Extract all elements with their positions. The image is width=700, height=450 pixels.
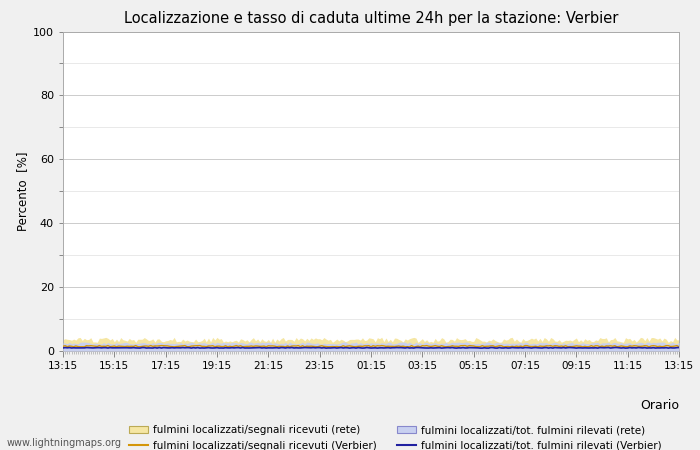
Y-axis label: Percento  [%]: Percento [%] (16, 152, 29, 231)
Title: Localizzazione e tasso di caduta ultime 24h per la stazione: Verbier: Localizzazione e tasso di caduta ultime … (124, 11, 618, 26)
Legend: fulmini localizzati/segnali ricevuti (rete), fulmini localizzati/segnali ricevut: fulmini localizzati/segnali ricevuti (re… (125, 421, 666, 450)
Text: Orario: Orario (640, 399, 679, 412)
Text: www.lightningmaps.org: www.lightningmaps.org (7, 438, 122, 448)
